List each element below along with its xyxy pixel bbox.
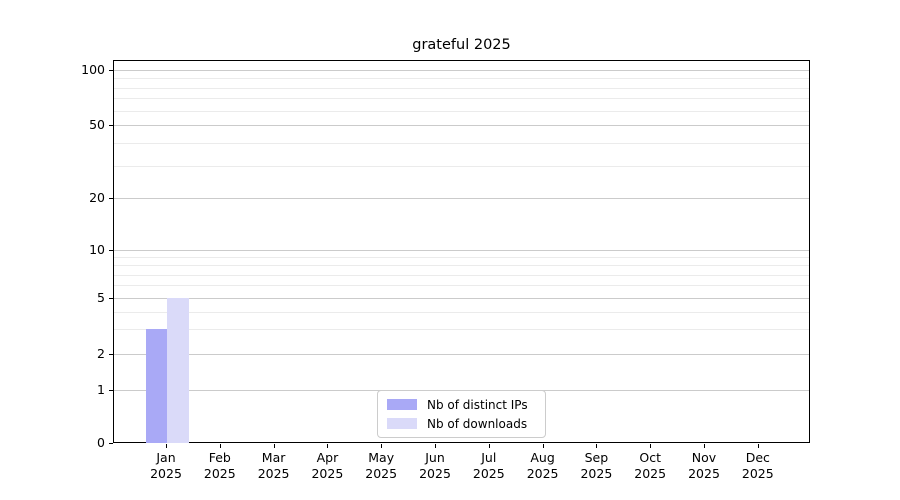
x-tick-month: Jul	[481, 450, 497, 465]
x-tick-label-oct: Oct 2025	[620, 450, 680, 481]
x-tick-mark-apr	[327, 444, 329, 448]
y-tick-label-0: 0	[97, 435, 105, 450]
x-tick-year: 2025	[257, 465, 290, 481]
gridline-minor-80	[114, 87, 809, 89]
plot-area	[113, 60, 810, 443]
x-tick-mark-dec	[757, 444, 759, 448]
x-tick-month: Mar	[261, 450, 286, 465]
x-tick-mark-jul	[488, 444, 490, 448]
x-tick-label-nov: Nov 2025	[674, 450, 734, 481]
x-tick-month: May	[368, 450, 395, 465]
x-tick-month: Apr	[316, 450, 339, 465]
x-tick-month: Dec	[745, 450, 770, 465]
y-tick-mark-20	[109, 198, 113, 199]
x-tick-year: 2025	[419, 465, 451, 481]
x-tick-label-jun: Jun 2025	[405, 450, 465, 481]
y-tick-label-2: 2	[97, 346, 105, 361]
x-tick-label-may: May 2025	[351, 450, 411, 481]
x-tick-month: Nov	[691, 450, 717, 465]
gridline-minor-70	[114, 98, 809, 100]
gridline-minor-9	[114, 257, 809, 259]
legend-swatch-downloads	[387, 418, 417, 429]
gridline-minor-6	[114, 285, 809, 287]
x-tick-year: 2025	[150, 465, 182, 481]
gridline-minor-8	[114, 265, 809, 267]
legend: Nb of distinct IPs Nb of downloads	[377, 390, 546, 438]
chart-title: grateful 2025	[412, 37, 511, 53]
x-tick-mark-aug	[542, 444, 544, 448]
gridline-major-5	[114, 298, 809, 299]
y-tick-label-20: 20	[89, 190, 105, 205]
x-tick-mark-feb	[219, 444, 221, 448]
gridline-minor-90	[114, 78, 809, 80]
y-tick-mark-5	[109, 298, 113, 299]
x-tick-label-jul: Jul 2025	[459, 450, 519, 481]
x-tick-mark-mar	[273, 444, 275, 448]
y-tick-label-50: 50	[89, 117, 105, 132]
gridline-minor-7	[114, 274, 809, 276]
x-tick-mark-nov	[704, 444, 705, 448]
x-tick-label-sep: Sep 2025	[566, 450, 626, 481]
legend-entry-distinct-ips: Nb of distinct IPs	[387, 398, 537, 412]
y-tick-label-10: 10	[89, 242, 105, 257]
y-tick-label-100: 100	[81, 62, 105, 77]
gridline-major-100	[114, 70, 809, 71]
y-tick-mark-0	[109, 443, 113, 444]
legend-label-downloads: Nb of downloads	[427, 416, 528, 431]
x-tick-label-apr: Apr 2025	[297, 450, 357, 481]
x-tick-month: Aug	[530, 450, 555, 465]
x-tick-month: Jan	[156, 450, 176, 465]
gridline-minor-3	[114, 329, 809, 331]
y-tick-mark-2	[109, 354, 113, 355]
x-tick-mark-oct	[650, 444, 652, 448]
x-tick-year: 2025	[634, 465, 667, 481]
bar-nb-of-downloads-jan	[167, 298, 189, 443]
x-tick-year: 2025	[311, 465, 344, 481]
x-tick-mark-jun	[435, 444, 436, 448]
x-tick-mark-may	[381, 444, 383, 448]
x-tick-label-dec: Dec 2025	[728, 450, 788, 481]
x-tick-year: 2025	[203, 465, 236, 481]
y-tick-mark-1	[109, 390, 113, 391]
gridline-minor-40	[114, 142, 809, 144]
x-tick-month: Jun	[425, 450, 445, 465]
x-tick-label-aug: Aug 2025	[513, 450, 573, 481]
x-tick-year: 2025	[741, 465, 774, 481]
bar-nb-of-distinct-ips-jan	[145, 329, 167, 443]
y-tick-label-1: 1	[97, 382, 105, 397]
gridline-major-20	[114, 198, 809, 199]
y-tick-label-5: 5	[97, 290, 105, 305]
x-tick-year: 2025	[365, 465, 398, 481]
x-tick-label-feb: Feb 2025	[190, 450, 250, 481]
x-tick-mark-sep	[596, 444, 598, 448]
gridline-minor-4	[114, 311, 809, 313]
x-tick-year: 2025	[472, 465, 505, 481]
gridline-major-2	[114, 354, 809, 355]
y-tick-mark-10	[109, 250, 113, 251]
legend-swatch-distinct-ips	[387, 399, 417, 410]
x-tick-month: Oct	[639, 450, 661, 465]
x-tick-year: 2025	[526, 465, 559, 481]
x-tick-label-mar: Mar 2025	[244, 450, 304, 481]
gridline-minor-60	[114, 110, 809, 112]
gridline-major-10	[114, 250, 809, 251]
x-tick-year: 2025	[580, 465, 613, 481]
gridline-minor-30	[114, 165, 809, 167]
y-tick-mark-100	[109, 70, 113, 71]
legend-entry-downloads: Nb of downloads	[387, 417, 537, 431]
legend-label-distinct-ips: Nb of distinct IPs	[427, 397, 528, 412]
gridline-major-50	[114, 125, 809, 126]
x-tick-label-jan: Jan 2025	[136, 450, 196, 481]
x-tick-month: Feb	[208, 450, 231, 465]
x-tick-mark-jan	[166, 444, 167, 448]
y-tick-mark-50	[109, 125, 113, 126]
x-tick-month: Sep	[584, 450, 609, 465]
x-tick-year: 2025	[688, 465, 720, 481]
